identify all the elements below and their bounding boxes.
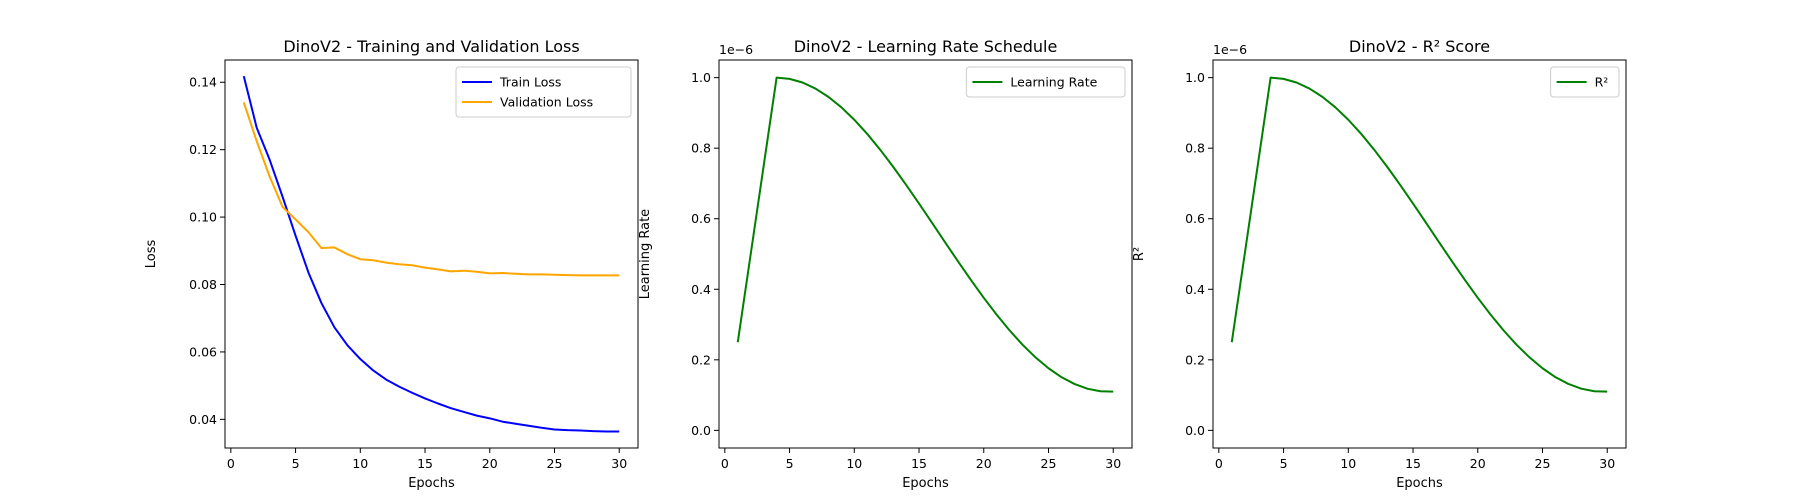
legend-box [965, 66, 1126, 98]
x-tick-label: 10 [352, 456, 368, 471]
y-tick-label: 0.04 [189, 412, 217, 427]
chart-2: DinoV2 - Learning Rate Schedule 1e−6 0 5 10 1… [638, 37, 1133, 491]
y-tick-label: 0.08 [189, 277, 217, 292]
y-tick-label: 0.12 [189, 142, 217, 157]
x-tick-label: 15 [417, 456, 433, 471]
x-tick-label: 0 [1215, 456, 1223, 471]
y-tick-label: 1.0 [691, 70, 711, 85]
axis-offset-text: 1e−6 [719, 42, 753, 57]
axes-frame [224, 59, 639, 449]
x-tick-label: 25 [1041, 456, 1057, 471]
x-axis-label: Epochs [902, 476, 949, 491]
series-line-2 [242, 102, 620, 277]
series-line-1 [1230, 76, 1608, 393]
y-tick-label: 0.10 [189, 210, 217, 225]
x-tick-label: 20 [1470, 456, 1486, 471]
x-tick-label: 5 [1280, 456, 1288, 471]
x-tick-label: 5 [786, 456, 794, 471]
x-axis-label: Epochs [1396, 476, 1443, 491]
y-tick-label: 0.2 [691, 352, 711, 367]
x-tick-label: 0 [227, 456, 235, 471]
x-tick-label: 30 [1599, 456, 1615, 471]
series-line-1 [242, 75, 620, 433]
legend-entry-label: Train Loss [499, 75, 561, 90]
y-tick-label: 0.6 [1185, 211, 1205, 226]
axis-offset-text: 1e−6 [1213, 42, 1247, 57]
y-tick-label: 0.4 [1185, 282, 1205, 297]
legend-entry-label: Validation Loss [500, 95, 593, 110]
chart-title: DinoV2 - Training and Validation Loss [283, 37, 579, 56]
y-tick-label: 0.2 [1185, 352, 1205, 367]
y-axis-label: Learning Rate [638, 209, 653, 299]
y-tick-label: 0.06 [189, 344, 217, 359]
x-tick-label: 10 [1340, 456, 1356, 471]
axes-frame [718, 59, 1133, 449]
y-tick-label: 0.6 [691, 211, 711, 226]
legend-entry-label: Learning Rate [1010, 75, 1097, 90]
legend: Train Loss Validation Loss [455, 66, 632, 118]
x-tick-label: 10 [846, 456, 862, 471]
legend-box [455, 66, 632, 118]
x-tick-label: 30 [611, 456, 627, 471]
x-tick-label: 5 [292, 456, 300, 471]
x-tick-label: 0 [721, 456, 729, 471]
chart-title: DinoV2 - R² Score [1349, 37, 1490, 56]
legend: R² [1550, 66, 1620, 98]
y-tick-label: 0.8 [691, 141, 711, 156]
y-tick-label: 0.0 [691, 423, 711, 438]
series-line-1 [736, 76, 1114, 393]
y-axis-label: Loss [144, 240, 159, 269]
chart-1: DinoV2 - Training and Validation Loss 0 5 1… [144, 37, 639, 491]
y-tick-label: 0.4 [691, 282, 711, 297]
y-tick-label: 0.8 [1185, 141, 1205, 156]
legend-entry-label: R² [1595, 75, 1609, 90]
x-tick-label: 20 [482, 456, 498, 471]
x-tick-label: 30 [1105, 456, 1121, 471]
x-axis-label: Epochs [408, 476, 455, 491]
x-tick-label: 20 [976, 456, 992, 471]
chart-title: DinoV2 - Learning Rate Schedule [794, 37, 1058, 56]
x-tick-label: 25 [1535, 456, 1551, 471]
y-tick-label: 0.0 [1185, 423, 1205, 438]
y-tick-label: 0.14 [189, 75, 217, 90]
x-tick-label: 15 [911, 456, 927, 471]
chart-3: DinoV2 - R² Score 1e−6 0 5 10 15 20 25 30 0.0 0.2 0… [1132, 37, 1627, 491]
x-tick-label: 15 [1405, 456, 1421, 471]
axes-frame [1212, 59, 1627, 449]
legend: Learning Rate [965, 66, 1126, 98]
y-axis-label: R² [1132, 247, 1147, 261]
y-tick-label: 1.0 [1185, 70, 1205, 85]
x-tick-label: 25 [547, 456, 563, 471]
